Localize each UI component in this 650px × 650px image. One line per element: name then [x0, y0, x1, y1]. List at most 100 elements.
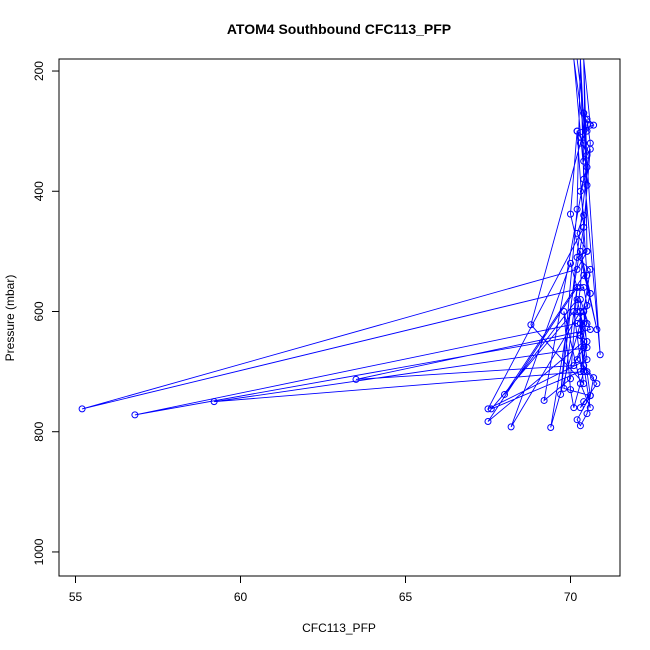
- data-point: [583, 163, 591, 171]
- data-point: [596, 351, 604, 359]
- data-point: [573, 307, 581, 315]
- data-point: [573, 127, 581, 135]
- data-point: [586, 121, 594, 129]
- data-point: [583, 368, 591, 376]
- data-point: [576, 295, 584, 303]
- data-point: [580, 398, 588, 406]
- data-point: [580, 211, 588, 219]
- data-point: [576, 422, 584, 430]
- data-point: [573, 205, 581, 213]
- data-point: [580, 283, 588, 291]
- y-tick-label: 600: [32, 301, 46, 321]
- data-point: [586, 392, 594, 400]
- data-point: [570, 307, 578, 315]
- data-point: [573, 295, 581, 303]
- data-point: [580, 109, 588, 117]
- data-point: [576, 404, 584, 412]
- y-tick-label: 400: [32, 181, 46, 201]
- data-point: [580, 157, 588, 165]
- data-point: [567, 386, 574, 394]
- y-tick-label: 1000: [32, 538, 46, 565]
- data-point: [583, 356, 591, 364]
- data-point: [131, 411, 139, 419]
- data-point: [580, 307, 588, 315]
- data-point: [527, 321, 535, 329]
- data-point: [487, 405, 495, 413]
- chart-title: ATOM4 Southbound CFC113_PFP: [227, 21, 451, 37]
- data-point: [576, 332, 584, 340]
- data-point: [573, 283, 581, 291]
- y-tick-label: 200: [32, 61, 46, 81]
- x-tick-label: 65: [399, 590, 413, 604]
- data-point: [560, 384, 568, 392]
- data-point: [573, 265, 581, 273]
- data-point: [580, 271, 588, 279]
- data-point: [580, 139, 588, 147]
- data-point: [580, 320, 588, 328]
- data-point: [580, 362, 588, 370]
- data-point: [573, 416, 581, 424]
- y-tick-label: 800: [32, 421, 46, 441]
- data-point: [501, 390, 508, 398]
- data-point: [583, 320, 591, 328]
- data-point: [484, 405, 492, 413]
- data-point: [576, 133, 584, 141]
- data-point: [593, 326, 601, 334]
- data-point: [573, 253, 581, 261]
- data-point: [567, 259, 574, 267]
- data-point: [590, 121, 598, 129]
- data-point: [573, 229, 581, 237]
- data-point: [570, 362, 578, 370]
- x-axis-label: CFC113_PFP: [302, 621, 376, 635]
- data-point: [352, 375, 360, 383]
- data-point: [570, 404, 578, 412]
- data-point: [576, 187, 584, 195]
- data-point: [583, 181, 591, 189]
- data-point: [583, 338, 591, 346]
- y-axis-label: Pressure (mbar): [3, 275, 17, 362]
- data-point: [586, 289, 594, 297]
- data-point: [484, 418, 492, 426]
- data-point: [583, 301, 591, 309]
- data-point: [580, 344, 588, 352]
- data-point: [583, 410, 591, 418]
- data-point: [586, 404, 594, 412]
- data-point: [507, 423, 515, 431]
- x-axis: 55 60 65 70: [69, 576, 578, 604]
- data-point: [593, 380, 601, 388]
- data-point: [590, 374, 598, 382]
- y-axis: 200 400 600 800 1000: [32, 61, 59, 565]
- data-point: [78, 405, 86, 413]
- data-point: [560, 307, 568, 315]
- x-tick-label: 55: [69, 590, 83, 604]
- data-point: [586, 265, 594, 273]
- data-point: [540, 396, 548, 404]
- data-point: [580, 380, 588, 388]
- data-point: [583, 151, 591, 159]
- data-point: [583, 247, 591, 255]
- series-layer: [78, 59, 604, 432]
- data-point: [557, 390, 565, 398]
- data-point: [576, 283, 584, 291]
- data-point: [576, 320, 584, 328]
- data-point: [576, 247, 584, 255]
- data-point: [586, 145, 594, 153]
- x-tick-label: 70: [564, 590, 578, 604]
- data-point: [576, 307, 584, 315]
- data-point: [576, 368, 584, 376]
- data-point: [583, 127, 591, 135]
- plot-frame: [58, 58, 621, 577]
- data-point: [567, 210, 574, 218]
- data-point: [580, 175, 588, 183]
- data-point: [576, 380, 584, 388]
- data-point: [586, 326, 594, 334]
- data-point: [583, 115, 591, 123]
- data-point: [567, 375, 574, 383]
- data-point: [580, 223, 588, 231]
- x-tick-label: 60: [234, 590, 248, 604]
- data-point: [547, 424, 555, 432]
- data-point: [573, 356, 581, 364]
- data-point: [573, 320, 581, 328]
